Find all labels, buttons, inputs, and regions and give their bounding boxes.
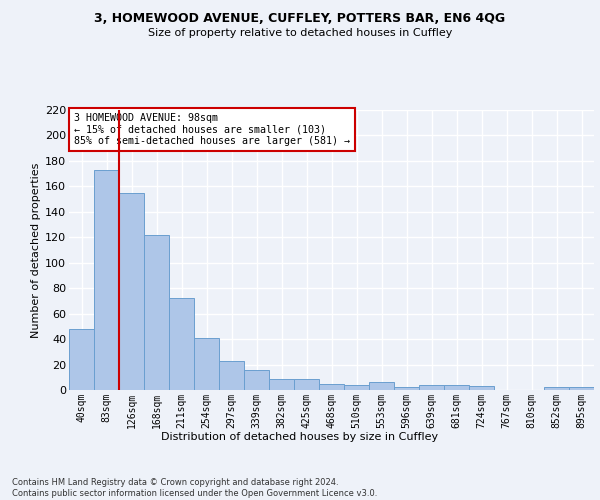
- Text: 3, HOMEWOOD AVENUE, CUFFLEY, POTTERS BAR, EN6 4QG: 3, HOMEWOOD AVENUE, CUFFLEY, POTTERS BAR…: [94, 12, 506, 26]
- Bar: [119, 192, 144, 390]
- Bar: [194, 338, 219, 390]
- Text: Size of property relative to detached houses in Cuffley: Size of property relative to detached ho…: [148, 28, 452, 38]
- Y-axis label: Number of detached properties: Number of detached properties: [31, 162, 41, 338]
- Bar: [244, 370, 269, 390]
- Bar: [169, 298, 194, 390]
- Bar: [94, 170, 119, 390]
- Bar: [319, 384, 344, 390]
- Bar: [419, 385, 444, 390]
- Text: Distribution of detached houses by size in Cuffley: Distribution of detached houses by size …: [161, 432, 439, 442]
- Bar: [569, 388, 594, 390]
- Text: 3 HOMEWOOD AVENUE: 98sqm
← 15% of detached houses are smaller (103)
85% of semi-: 3 HOMEWOOD AVENUE: 98sqm ← 15% of detach…: [74, 113, 350, 146]
- Bar: [269, 378, 294, 390]
- Bar: [369, 382, 394, 390]
- Bar: [144, 234, 169, 390]
- Bar: [469, 386, 494, 390]
- Bar: [294, 378, 319, 390]
- Bar: [219, 360, 244, 390]
- Bar: [544, 388, 569, 390]
- Bar: [444, 385, 469, 390]
- Bar: [344, 385, 369, 390]
- Text: Contains HM Land Registry data © Crown copyright and database right 2024.
Contai: Contains HM Land Registry data © Crown c…: [12, 478, 377, 498]
- Bar: [394, 388, 419, 390]
- Bar: [69, 329, 94, 390]
